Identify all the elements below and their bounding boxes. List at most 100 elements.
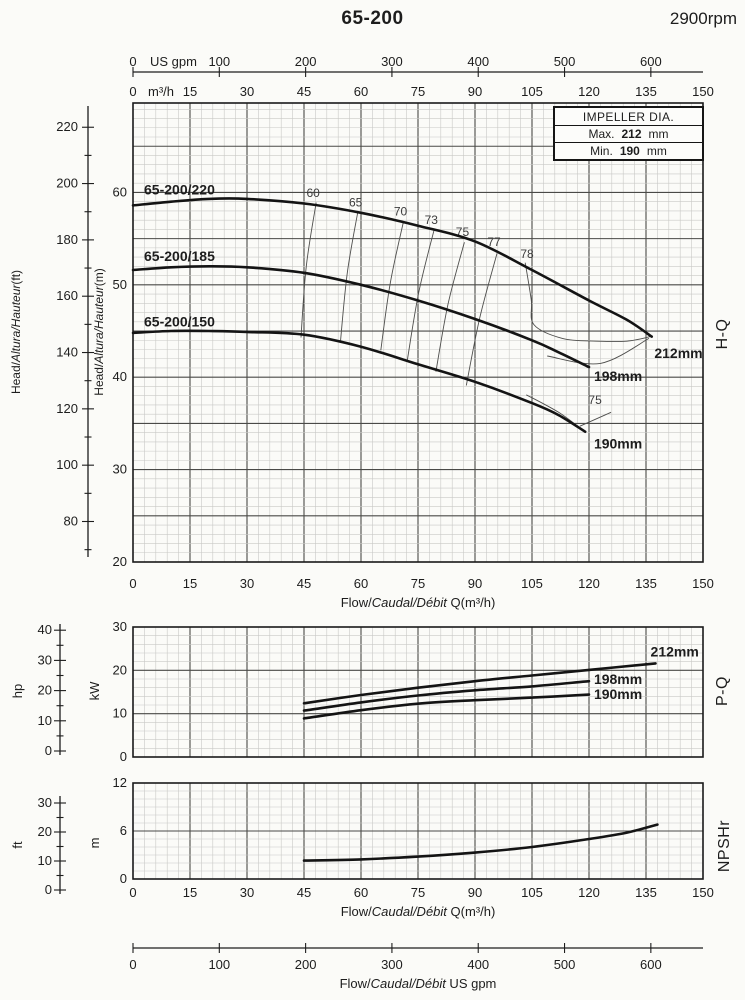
m-tick-label: 40	[113, 369, 127, 384]
kw-tick-label: 20	[113, 662, 127, 677]
m3h-unit-label: m³/h	[148, 84, 174, 99]
gpm-tick-label: 100	[208, 957, 230, 972]
curve-model-label: 65-200/150	[144, 313, 215, 329]
efficiency-line-73	[406, 230, 435, 360]
npsh-m-tick-label: 0	[120, 871, 127, 886]
curve-diameter-label: 190mm	[594, 686, 642, 702]
curve-diameter-label: 212mm	[651, 643, 699, 659]
head-ft-axis-title: Head/Altura/Hauteur(ft)	[9, 270, 23, 394]
kw-tick-label: 10	[113, 706, 127, 721]
efficiency-label: 78	[520, 247, 534, 261]
npsh-m-tick-label: 6	[120, 823, 127, 838]
ft-tick-label: 120	[56, 401, 78, 416]
npsh-ft-tick-label: 30	[38, 795, 52, 810]
gpm-unit-label: US gpm	[150, 54, 197, 69]
curve-diameter-label: 198mm	[594, 671, 642, 687]
hp-tick-label: 40	[38, 622, 52, 637]
efficiency-label: 73	[425, 213, 439, 227]
npsh-ft-tick-label: 0	[45, 882, 52, 897]
m3h-tick-label: 75	[411, 84, 425, 99]
npsh-x-axis-title: Flow/Caudal/Débit Q(m³/h)	[341, 904, 496, 919]
gpm-tick-label: 300	[381, 54, 403, 69]
efficiency-label: 60	[306, 186, 320, 200]
ft-tick-label: 160	[56, 288, 78, 303]
kw-tick-label: 30	[113, 619, 127, 634]
hq-curves: 65-200/220 212mm 65-200/185 198mm 65-200/150…	[131, 181, 703, 451]
npsh-m-axis: 0 6 12 m	[87, 775, 127, 886]
page-title: 65-200	[341, 8, 404, 29]
npsh-x-axis-labels: 0 15 30 45 60 75 90 105 120 135 150 Flow/Caudal/Déb…	[129, 885, 713, 919]
x-tick-label: 0	[129, 885, 136, 900]
impeller-max-label: Max.	[588, 127, 615, 142]
m-tick-label: 30	[113, 462, 127, 477]
top-flow-labels-m3h: 0 15 30 45 60 75 90 105 120 135 150 m³/h	[129, 84, 713, 99]
impeller-dia-header: IMPELLER DIA.	[555, 108, 702, 127]
hp-tick-label: 30	[38, 652, 52, 667]
pq-kw-axis: 0 10 20 30 kW	[87, 619, 127, 764]
top-flow-axis-usgpm: 0 100 200 300 400 500 600 US gpm	[129, 54, 703, 77]
section-label-npshr: NPSHr	[716, 820, 733, 872]
kw-axis-title: kW	[87, 681, 102, 701]
curve-diameter-label: 190mm	[594, 435, 642, 451]
x-tick-label: 75	[411, 885, 425, 900]
gpm-tick-label: 200	[295, 54, 317, 69]
ft-tick-label: 180	[56, 232, 78, 247]
curve-diameter-label: 198mm	[594, 368, 642, 384]
m3h-tick-label: 90	[468, 84, 482, 99]
npsh-grid	[132, 782, 704, 880]
bottom-flow-axis-usgpm: 0 100 200 300 400 500 600 Flow/Caudal/Débit US …	[129, 943, 703, 991]
x-tick-label: 75	[411, 576, 425, 591]
curve-pq-198mm	[302, 679, 591, 712]
impeller-min-label: Min.	[590, 144, 613, 159]
ft-tick-label: 200	[56, 176, 78, 191]
ft-tick-label: 140	[56, 345, 78, 360]
head-m-axis-title: Head/Altura/Hauteur(m)	[92, 268, 106, 395]
efficiency-label: 77	[487, 235, 501, 249]
pq-hp-axis: 0 10 20 30 40 hp	[10, 622, 66, 758]
curve-pq-190mm	[302, 693, 591, 720]
curve-hq-198mm	[131, 264, 591, 369]
section-label-hq: H-Q	[714, 319, 731, 350]
m3h-tick-label: 45	[297, 84, 311, 99]
x-tick-label: 105	[521, 885, 543, 900]
npsh-chart: 0 6 12 m 0 10 20 30 ft 0 15 30 45 60 75 90 105 120 135 150 F…	[10, 775, 714, 919]
x-tick-label: 90	[468, 576, 482, 591]
x-tick-label: 90	[468, 885, 482, 900]
x-tick-label: 45	[297, 885, 311, 900]
impeller-min-value: 190	[619, 144, 640, 159]
impeller-dia-box: IMPELLER DIA. Max. 212 mm Min. 190 mm	[553, 106, 704, 161]
efficiency-label: 65	[349, 195, 363, 209]
x-tick-label: 120	[578, 576, 600, 591]
m3h-tick-label: 15	[183, 84, 197, 99]
section-label-pq: P-Q	[714, 676, 731, 706]
npsh-m-axis-title: m	[87, 838, 102, 849]
curve-pq-212mm	[302, 662, 657, 705]
x-tick-label: 150	[692, 576, 714, 591]
npsh-m-tick-label: 12	[113, 775, 127, 790]
gpm-tick-label: 500	[554, 957, 576, 972]
x-tick-label: 105	[521, 576, 543, 591]
gpm-tick-label: 300	[381, 957, 403, 972]
efficiency-line-77r	[547, 338, 650, 365]
m3h-tick-label: 30	[240, 84, 254, 99]
ft-tick-label: 100	[56, 457, 78, 472]
x-tick-label: 30	[240, 885, 254, 900]
m-tick-label: 60	[113, 184, 127, 199]
efficiency-line-65	[340, 210, 359, 342]
efficiency-line-75	[435, 242, 465, 372]
x-tick-label: 135	[635, 576, 657, 591]
curve-model-label: 65-200/185	[144, 248, 215, 264]
x-tick-label: 30	[240, 576, 254, 591]
impeller-dia-min-row: Min. 190 mm	[555, 142, 702, 159]
impeller-dia-max-row: Max. 212 mm	[555, 126, 702, 142]
curve-hq-190mm	[131, 329, 587, 433]
efficiency-line-75-leader	[579, 411, 612, 427]
impeller-max-unit: mm	[648, 127, 669, 142]
gpm-tick-label: 600	[640, 54, 662, 69]
hp-tick-label: 20	[38, 683, 52, 698]
x-tick-label: 135	[635, 885, 657, 900]
